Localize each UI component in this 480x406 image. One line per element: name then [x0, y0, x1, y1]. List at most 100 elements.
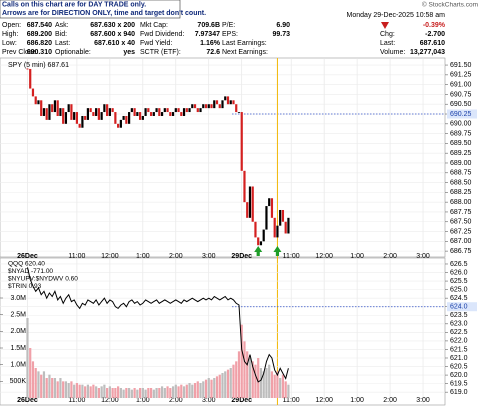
candle [56, 100, 59, 116]
x-tick-label: 1:00 [350, 397, 364, 404]
y-tick-label: 689.75 [450, 130, 472, 137]
candle [204, 104, 208, 109]
volume-bar [75, 383, 79, 398]
volume-bar [160, 386, 164, 398]
candle [257, 237, 260, 246]
x-tick-label: 12:00 [315, 397, 333, 404]
volume-bar [128, 388, 131, 398]
candle [48, 104, 51, 120]
volume-bar [254, 364, 257, 398]
y-tick-label: 626.5 [450, 261, 468, 268]
candle [174, 108, 177, 113]
quote-label: Ask: [55, 22, 69, 29]
volume-bar [147, 388, 150, 398]
candle [40, 100, 43, 116]
x-tick-label: 12:00 [101, 397, 119, 404]
quote-label: Fwd Yield: [140, 40, 172, 47]
volume-bar [229, 368, 232, 398]
candle [130, 108, 133, 113]
candle [114, 112, 117, 124]
quote-value: yes [123, 49, 135, 56]
volume-bar [37, 371, 40, 398]
quote-value: 687.600 x 940 [90, 31, 135, 38]
candle [246, 202, 249, 218]
candle [163, 108, 166, 113]
candle [92, 112, 95, 116]
quote-value: 6.90 [276, 22, 290, 29]
y-tick-label: 623.0 [450, 321, 468, 328]
volume-bar [182, 386, 186, 398]
candle [81, 115, 84, 128]
volume-bar [202, 381, 205, 398]
quote-label: P/E: [222, 22, 235, 29]
y-tick-label: 689.50 [450, 140, 472, 147]
volume-bar [117, 386, 120, 398]
quote-label: High: [2, 31, 18, 38]
price-panel [0, 57, 446, 258]
y-tick-label: 686.75 [450, 248, 472, 255]
volume-bar [279, 378, 282, 398]
y2-tick-label: 2.0M [10, 328, 26, 335]
y-tick-label: 689.00 [450, 160, 472, 167]
quote-value: 686.820 [27, 40, 52, 47]
volume-bar [149, 388, 153, 398]
volume-bar [257, 358, 260, 398]
candle [207, 104, 210, 109]
notice-line: Arrows are for DIRECTION ONLY, time and … [2, 10, 206, 17]
volume-bar [224, 371, 227, 398]
candle [86, 108, 90, 120]
volume-bar [218, 374, 221, 398]
candle [169, 112, 172, 116]
candle [42, 108, 46, 116]
volume-bar [95, 386, 98, 398]
volume-bar [221, 373, 224, 398]
candle [59, 108, 62, 116]
volume-bar [133, 388, 136, 398]
y-tick-label: 621.5 [450, 346, 468, 353]
candle [202, 104, 205, 109]
volume-bar [81, 384, 84, 398]
volume-bar [26, 318, 29, 398]
notice-line: Calls on this chart are for DAY TRADE on… [2, 1, 146, 8]
volume-bar [158, 388, 161, 398]
volume-bar [114, 388, 117, 398]
quote-label: Optionable: [55, 49, 91, 56]
down-arrow [381, 22, 389, 29]
candle [95, 108, 98, 116]
x-tick-label: 11:00 [283, 253, 300, 260]
quote-value: -0.39% [423, 22, 446, 29]
candle [53, 100, 57, 113]
y-tick-label: 625.5 [450, 278, 468, 285]
x-tick-label: 3:00 [202, 253, 216, 260]
candle [171, 112, 175, 116]
y-tick-label: 620.5 [450, 363, 468, 370]
volume-bar [89, 386, 92, 398]
volume-bar [155, 388, 158, 398]
candle [224, 96, 227, 101]
candle [75, 112, 79, 124]
candle [111, 108, 114, 113]
volume-bar [108, 386, 111, 398]
quote-label: Volume: [380, 49, 405, 56]
quote-value: 1.16% [200, 40, 221, 47]
x-tick-label: 29Dec [231, 253, 252, 260]
price-line [27, 267, 289, 383]
volume-bar [243, 341, 246, 398]
volume-bar [103, 384, 106, 398]
candle [117, 123, 120, 128]
volume-bar [210, 379, 213, 398]
candle [188, 108, 191, 113]
candle [128, 112, 131, 124]
candle [240, 112, 243, 171]
candle [138, 112, 142, 120]
candle [119, 119, 122, 128]
highlight-box [447, 109, 477, 119]
y-tick-label: 688.50 [450, 179, 472, 186]
x-tick-label: 2:00 [383, 397, 397, 404]
candle [144, 108, 147, 116]
x-tick-label: 12:00 [101, 253, 119, 260]
volume-bar [284, 381, 287, 398]
y-tick-label: 687.25 [450, 228, 472, 235]
y-tick-label: 620.0 [450, 372, 468, 379]
candle [210, 104, 213, 109]
